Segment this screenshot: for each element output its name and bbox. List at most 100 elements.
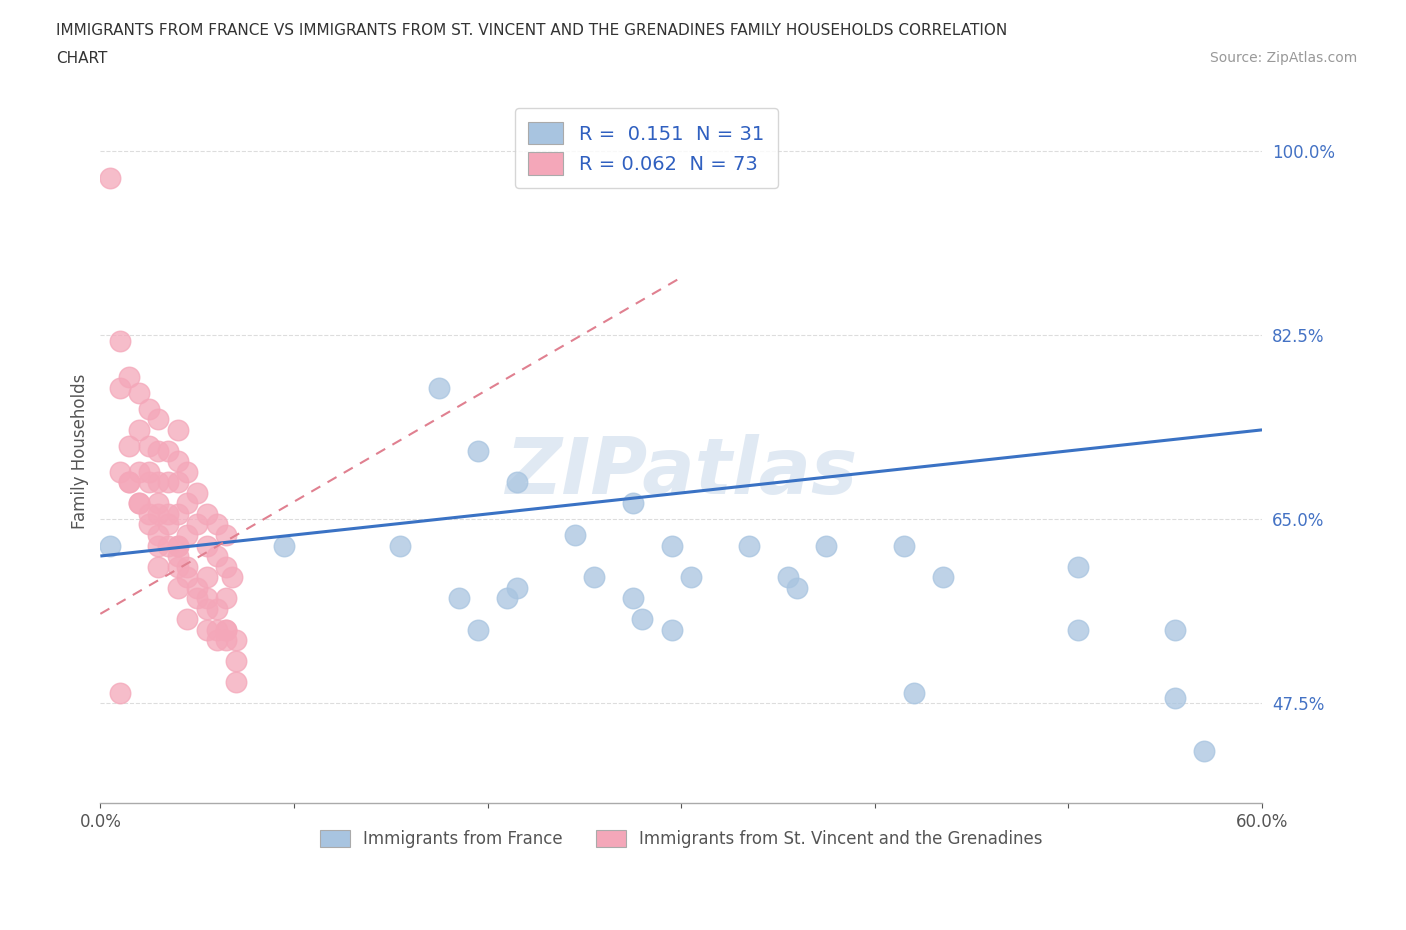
Point xyxy=(176,496,198,511)
Point xyxy=(128,464,150,479)
Point xyxy=(166,559,188,574)
Point xyxy=(1164,622,1187,637)
Point xyxy=(467,622,489,637)
Point xyxy=(186,591,208,605)
Point xyxy=(205,622,228,637)
Text: Source: ZipAtlas.com: Source: ZipAtlas.com xyxy=(1209,51,1357,65)
Point xyxy=(661,538,683,553)
Point xyxy=(157,444,180,458)
Point xyxy=(205,549,228,564)
Point xyxy=(1192,743,1215,758)
Point xyxy=(176,559,198,574)
Point xyxy=(225,675,247,690)
Point xyxy=(679,569,702,584)
Point xyxy=(157,538,180,553)
Point xyxy=(138,402,160,417)
Point xyxy=(631,612,654,627)
Point xyxy=(903,685,925,700)
Point xyxy=(108,685,131,700)
Point xyxy=(661,622,683,637)
Point xyxy=(118,475,141,490)
Point xyxy=(195,538,218,553)
Point xyxy=(98,170,121,185)
Point xyxy=(225,654,247,669)
Point xyxy=(166,422,188,437)
Text: ZIPatlas: ZIPatlas xyxy=(505,434,858,510)
Point xyxy=(195,591,218,605)
Point xyxy=(148,538,170,553)
Point xyxy=(148,559,170,574)
Point xyxy=(157,507,180,522)
Point xyxy=(148,496,170,511)
Point xyxy=(195,569,218,584)
Point xyxy=(166,538,188,553)
Point xyxy=(138,517,160,532)
Point xyxy=(496,591,519,605)
Point xyxy=(166,454,188,469)
Point xyxy=(215,591,238,605)
Point xyxy=(505,475,527,490)
Point xyxy=(893,538,915,553)
Point xyxy=(776,569,799,584)
Point xyxy=(815,538,838,553)
Point xyxy=(108,333,131,348)
Point xyxy=(176,612,198,627)
Point xyxy=(186,517,208,532)
Point xyxy=(427,380,450,395)
Point xyxy=(273,538,295,553)
Point xyxy=(205,632,228,647)
Point xyxy=(505,580,527,595)
Point xyxy=(1067,559,1090,574)
Point xyxy=(118,370,141,385)
Point xyxy=(128,496,150,511)
Point xyxy=(176,464,198,479)
Point xyxy=(138,507,160,522)
Point xyxy=(195,601,218,616)
Y-axis label: Family Households: Family Households xyxy=(72,373,89,528)
Point xyxy=(186,580,208,595)
Point xyxy=(621,591,644,605)
Point xyxy=(148,507,170,522)
Point xyxy=(108,380,131,395)
Point xyxy=(215,632,238,647)
Point xyxy=(148,527,170,542)
Point xyxy=(176,569,198,584)
Point xyxy=(148,412,170,427)
Point xyxy=(138,464,160,479)
Point xyxy=(166,580,188,595)
Point xyxy=(786,580,808,595)
Point xyxy=(128,496,150,511)
Point xyxy=(205,517,228,532)
Point xyxy=(176,527,198,542)
Point xyxy=(195,507,218,522)
Point xyxy=(128,386,150,401)
Point xyxy=(205,601,228,616)
Point xyxy=(215,622,238,637)
Legend: Immigrants from France, Immigrants from St. Vincent and the Grenadines: Immigrants from France, Immigrants from … xyxy=(309,820,1053,858)
Point xyxy=(1067,622,1090,637)
Point xyxy=(389,538,412,553)
Point xyxy=(166,475,188,490)
Point xyxy=(166,507,188,522)
Point xyxy=(931,569,953,584)
Text: CHART: CHART xyxy=(56,51,108,66)
Point xyxy=(221,569,243,584)
Point xyxy=(467,444,489,458)
Point xyxy=(225,632,247,647)
Point xyxy=(118,438,141,453)
Point xyxy=(138,475,160,490)
Point xyxy=(166,549,188,564)
Point xyxy=(157,475,180,490)
Point xyxy=(128,422,150,437)
Point xyxy=(166,538,188,553)
Point xyxy=(215,527,238,542)
Point xyxy=(447,591,470,605)
Point xyxy=(583,569,606,584)
Point xyxy=(215,559,238,574)
Point xyxy=(148,475,170,490)
Point xyxy=(108,464,131,479)
Point xyxy=(186,485,208,500)
Point xyxy=(195,622,218,637)
Point xyxy=(621,496,644,511)
Point xyxy=(138,438,160,453)
